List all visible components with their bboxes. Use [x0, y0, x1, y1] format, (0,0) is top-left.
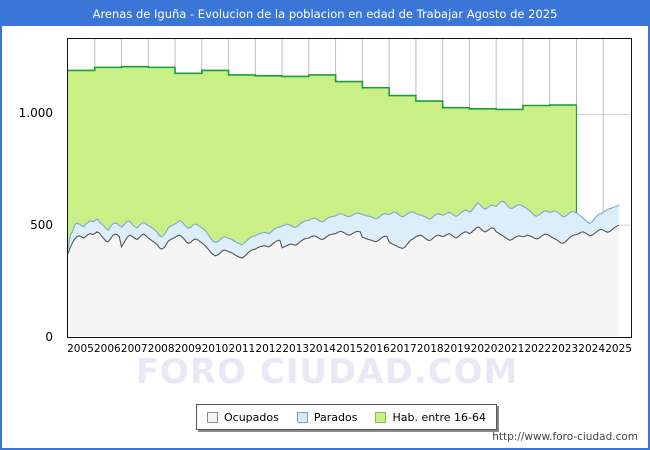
watermark: FORO CIUDAD.COM: [135, 352, 519, 392]
chart-canvas: 1.000 500 0 2005 2006 2007 2008 2009 2010 2011…: [2, 26, 648, 430]
x-axis-tick: 2007: [120, 343, 148, 355]
x-axis-tick: 2006: [93, 343, 121, 355]
x-axis-tick: 2018: [416, 343, 444, 355]
x-axis-tick: 2005: [67, 343, 94, 355]
line-parados: [68, 200, 620, 250]
legend-item[interactable]: Parados: [296, 410, 358, 424]
x-axis-tick: 2009: [174, 343, 202, 355]
x-axis-tick: 2019: [443, 343, 471, 355]
line-ocupados: [68, 224, 620, 259]
y-axis-tick-500: 500: [30, 218, 53, 233]
plot-area: [67, 38, 632, 338]
line-hab-16-64: [68, 65, 577, 111]
legend-swatch-icon: [207, 411, 218, 423]
y-axis-tick-0: 0: [45, 330, 53, 344]
x-axis-tick: 2024: [578, 343, 606, 355]
chart-legend: Ocupados Parados Hab. entre 16-64: [196, 404, 498, 430]
x-axis-tick: 2017: [389, 343, 417, 355]
legend-label: Parados: [313, 410, 358, 424]
x-axis-tick: 2008: [147, 343, 175, 355]
x-axis-tick: 2015: [336, 343, 363, 355]
legend-label: Ocupados: [224, 410, 279, 424]
footer-url: http://www.foro-ciudad.com: [492, 431, 638, 443]
page-title: Arenas de Iguña - Evolucion de la poblac…: [92, 7, 558, 21]
x-axis-tick: 2023: [551, 343, 579, 355]
x-axis-tick: 2020: [470, 343, 498, 355]
x-axis-tick: 2022: [524, 343, 552, 355]
x-axis-tick: 2016: [363, 343, 390, 355]
legend-swatch-icon: [296, 411, 308, 423]
x-axis-tick: 2010: [201, 343, 229, 355]
x-axis-tick: 2011: [228, 343, 256, 355]
x-axis-tick: 2013: [282, 343, 310, 355]
legend-label: Hab. entre 16-64: [392, 410, 487, 424]
legend-swatch-icon: [375, 411, 387, 423]
legend-item[interactable]: Ocupados: [207, 411, 279, 424]
x-axis-tick: 2025: [605, 343, 632, 355]
x-axis-ticks: 2005 2006 2007 2008 2009 2010 2011 2012 2013 2014…: [67, 340, 632, 358]
y-axis-tick-1000: 1.000: [18, 106, 53, 121]
x-axis-tick: 2012: [255, 343, 283, 355]
chart-svg: [68, 39, 630, 336]
area-ocupados: [68, 225, 619, 336]
x-axis-tick: 2021: [497, 343, 525, 355]
x-axis-tick: 2014: [309, 343, 336, 355]
window-title-bar: Arenas de Iguña - Evolucion de la poblac…: [2, 2, 648, 26]
legend-item[interactable]: Hab. entre 16-64: [375, 411, 486, 424]
